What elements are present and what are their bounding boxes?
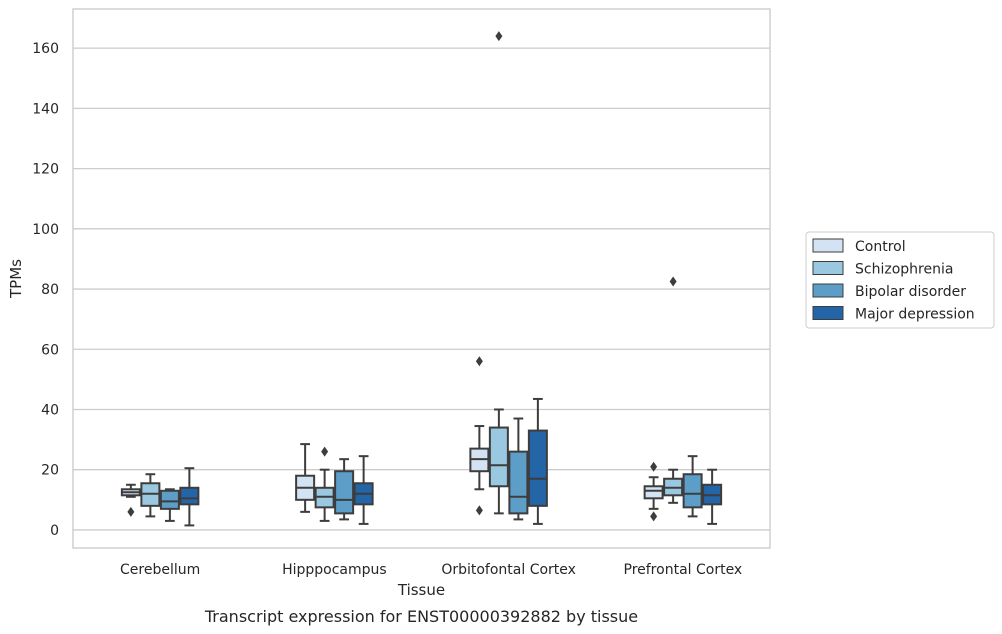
y-axis-label: TPMs (7, 259, 25, 299)
box-bipolar-disorder (334, 458, 355, 521)
y-tick-label: 160 (32, 41, 59, 57)
box-major-depression (527, 397, 548, 525)
boxes (120, 31, 723, 527)
legend-item: Bipolar disorder (812, 283, 966, 300)
x-axis-ticks: Cerebellum Hipppocampus Orbitofontal Corte… (120, 562, 742, 578)
box-body (527, 429, 548, 507)
box-schizophrenia (488, 31, 509, 515)
outlier-point (650, 511, 658, 522)
box-bipolar-disorder (508, 417, 529, 521)
legend-frame (805, 231, 995, 329)
box-schizophrenia (314, 446, 335, 522)
outlier-point (475, 505, 483, 516)
outlier-point (475, 356, 483, 367)
y-axis-ticks: 0 20 40 60 80 100 120 140 160 (32, 41, 59, 539)
x-tick-label: Cerebellum (120, 562, 200, 578)
box-body (682, 473, 703, 509)
box-bipolar-disorder (159, 488, 180, 522)
y-tick-label: 100 (32, 222, 59, 238)
legend-label: Major depression (855, 307, 975, 323)
outlier-point (650, 461, 658, 472)
box-major-depression (179, 467, 200, 527)
box-body (488, 426, 509, 488)
outlier-point (127, 506, 135, 517)
box-control (295, 443, 316, 513)
box-control (120, 483, 141, 517)
box-body (334, 470, 355, 515)
box-major-depression (353, 455, 374, 525)
legend-item: Major depression (812, 306, 975, 323)
x-tick-label: Prefrontal Cortex (624, 562, 743, 578)
box-body (179, 486, 200, 506)
legend-swatch (812, 306, 844, 320)
outlier-point (669, 276, 677, 287)
plot-area-frame (72, 8, 771, 549)
legend-swatch (812, 283, 844, 298)
y-tick-label: 20 (41, 463, 59, 479)
box-bipolar-disorder (682, 455, 703, 518)
box-schizophrenia (663, 276, 684, 504)
y-tick-label: 140 (32, 101, 59, 117)
box-schizophrenia (140, 473, 161, 518)
legend: Control Schizophrenia Bipolar disorder Majo… (805, 231, 995, 329)
outlier-point (321, 446, 329, 457)
y-tick-label: 60 (41, 342, 59, 358)
legend-swatch (812, 238, 844, 253)
legend-label: Bipolar disorder (855, 284, 966, 300)
box-body (508, 450, 529, 515)
x-axis-label: Tissue (397, 581, 445, 599)
y-tick-label: 0 (50, 523, 59, 539)
box-control (643, 461, 664, 522)
box-body (159, 489, 180, 510)
x-tick-label: Orbitofontal Cortex (441, 562, 576, 578)
y-tick-label: 120 (32, 162, 59, 178)
y-tick-label: 40 (41, 402, 59, 418)
legend-item: Control (812, 238, 906, 255)
legend-label: Control (855, 239, 906, 255)
y-tick-label: 80 (41, 282, 59, 298)
x-tick-label: Hipppocampus (282, 562, 387, 578)
box-major-depression (702, 468, 723, 525)
legend-swatch (812, 261, 844, 275)
legend-label: Schizophrenia (855, 262, 953, 278)
legend-item: Schizophrenia (812, 261, 953, 278)
chart-caption: Transcript expression for ENST0000039288… (204, 607, 638, 626)
grid-lines (73, 47, 770, 531)
outlier-point (495, 31, 503, 42)
box-body (643, 485, 664, 500)
box-control (469, 356, 490, 516)
